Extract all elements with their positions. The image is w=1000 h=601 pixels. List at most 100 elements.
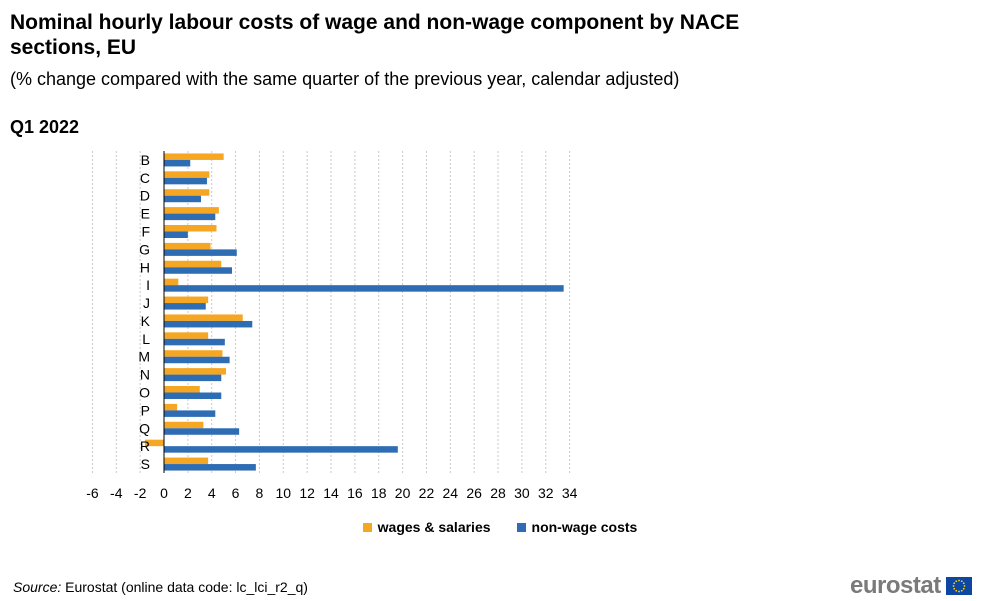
x-tick-label: 6 <box>232 485 240 501</box>
flag-star <box>953 582 955 585</box>
bar-nonwage <box>164 195 201 203</box>
chart-subtitle: (% change compared with the same quarter… <box>10 69 680 89</box>
bar-wages <box>164 350 223 357</box>
legend-label-wages: wages & salaries <box>377 519 491 535</box>
legend-label-nonwage: non-wage costs <box>531 519 638 535</box>
bar-wages <box>164 368 227 375</box>
bar-nonwage <box>164 320 253 328</box>
category-label: D <box>140 188 150 204</box>
legend-swatch-nonwage <box>516 522 526 532</box>
x-tick-label: 18 <box>371 485 387 501</box>
bar-nonwage <box>164 392 222 399</box>
bar-nonwage <box>164 410 216 417</box>
x-tick-label: 2 <box>184 485 192 501</box>
x-tick-label: 22 <box>419 485 435 501</box>
flag-star <box>963 585 966 587</box>
chart-title: Nominal hourly labour costs of wage and … <box>10 11 740 59</box>
bar-nonwage <box>164 249 237 256</box>
category-label: L <box>142 331 150 347</box>
legend-item-nonwage: non-wage costs <box>516 519 638 535</box>
bar-wages <box>164 260 222 268</box>
x-tick-label: 12 <box>299 485 315 501</box>
category-label: I <box>146 277 150 293</box>
source-label: Source: <box>13 579 62 595</box>
flag-star <box>955 580 957 583</box>
bar-nonwage <box>164 159 191 167</box>
category-label: B <box>141 152 150 168</box>
x-tick-label: 26 <box>466 485 482 501</box>
bar-wages <box>164 207 219 214</box>
x-tick-label: 0 <box>160 485 168 501</box>
x-tick-label: 34 <box>562 485 578 501</box>
bar-nonwage <box>164 464 256 471</box>
bar-wages <box>164 457 209 465</box>
legend-swatch-wages <box>362 522 372 532</box>
category-label: E <box>141 206 150 222</box>
bar-wages <box>164 403 178 411</box>
flag-star <box>955 589 957 592</box>
grid-lines <box>91 151 571 473</box>
category-label: M <box>138 349 150 365</box>
bar-nonwage <box>164 428 240 435</box>
bar-wages <box>164 153 224 160</box>
legend: wages & salaries non-wage costs <box>0 519 1000 535</box>
eu-flag-icon <box>945 577 972 595</box>
x-tick-labels: -6 -4 -2 0 2 4 6 8 10 12 14 16 18 20 22 24 26 28 30 32 34 <box>86 485 577 501</box>
bar-wages <box>164 314 243 321</box>
bar-nonwage <box>164 356 230 364</box>
category-label: Q <box>139 420 150 436</box>
category-label: N <box>140 367 150 383</box>
category-label: S <box>141 456 150 472</box>
source-text: Eurostat (online data code: lc_lci_r2_q) <box>61 579 308 595</box>
x-tick-label: 10 <box>276 485 292 501</box>
category-label: P <box>141 402 150 418</box>
flag-star <box>962 587 965 590</box>
bar-wages <box>164 386 200 393</box>
bar-nonwage <box>164 446 398 453</box>
x-tick-label: -6 <box>86 485 99 501</box>
bar-wages <box>164 296 209 304</box>
bar-nonwage <box>164 303 206 310</box>
flag-star <box>960 589 963 592</box>
bar-wages <box>164 171 210 178</box>
category-label: H <box>140 259 150 275</box>
chart-period: Q1 2022 <box>10 117 80 137</box>
bar-nonwage <box>164 231 188 238</box>
x-tick-label: 4 <box>208 485 216 501</box>
category-label: R <box>140 438 150 454</box>
bar-nonwage <box>164 338 225 346</box>
category-label: O <box>139 385 150 401</box>
flag-star <box>962 582 965 585</box>
bar-nonwage <box>164 374 222 382</box>
x-tick-label: 30 <box>514 485 530 501</box>
x-tick-label: 16 <box>347 485 363 501</box>
x-tick-label: 32 <box>538 485 554 501</box>
category-label: G <box>139 241 150 257</box>
bars <box>144 153 564 471</box>
x-tick-label: 14 <box>323 485 339 501</box>
bar-wages <box>164 189 210 196</box>
flag-star <box>957 579 960 582</box>
x-tick-label: 28 <box>490 485 506 501</box>
eurostat-logo: eurostat <box>850 572 972 600</box>
bar-wages <box>164 278 179 286</box>
legend-item-wages: wages & salaries <box>362 519 491 535</box>
bar-nonwage <box>164 213 216 221</box>
bar-wages <box>164 421 204 429</box>
source-note: Source: Eurostat (online data code: lc_l… <box>13 579 308 595</box>
category-label: J <box>143 295 150 311</box>
category-label: K <box>141 313 151 329</box>
bar-nonwage <box>164 177 207 185</box>
bar-wages <box>144 439 164 447</box>
category-label: F <box>141 224 150 240</box>
flag-star <box>953 587 955 590</box>
x-tick-label: 8 <box>256 485 264 501</box>
x-tick-label: -4 <box>110 485 123 501</box>
x-tick-label: 20 <box>395 485 411 501</box>
x-tick-label: 24 <box>443 485 459 501</box>
category-label: C <box>140 170 150 186</box>
bar-wages <box>164 242 211 250</box>
bar-nonwage <box>164 267 233 274</box>
